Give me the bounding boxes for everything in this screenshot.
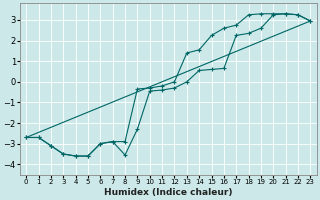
X-axis label: Humidex (Indice chaleur): Humidex (Indice chaleur) xyxy=(104,188,233,197)
